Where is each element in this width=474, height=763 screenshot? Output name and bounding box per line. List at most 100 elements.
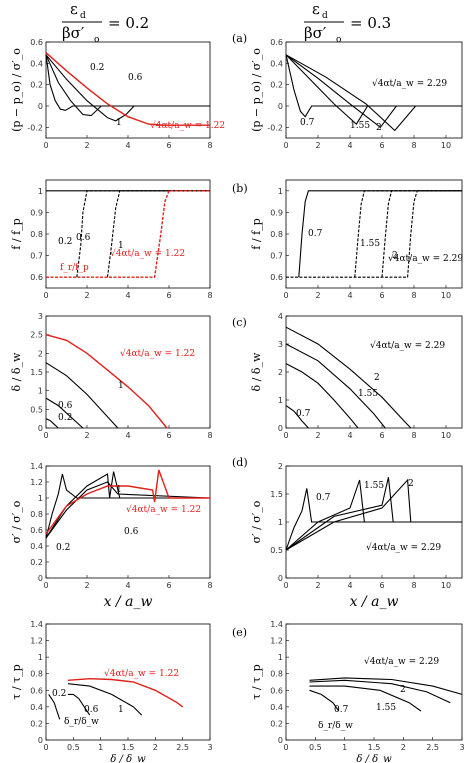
header-right-eq: = 0.3 [350,14,391,32]
series-label: √4αt/a_w = 2.29 [388,253,463,264]
series-line-0 [285,405,309,429]
y-tick-label: 1 [38,653,43,662]
series-label: √4αt/a_w = 2.29 [364,656,439,667]
x-tick-label: 10 [441,431,451,440]
plot-frame [45,315,211,429]
y-tick-label: 1.2 [30,637,43,646]
x-tick-label: 2.5 [426,743,439,752]
y-tick-label: 1 [38,187,43,196]
panel-letter-a: (a) [232,32,247,45]
x-tick-label: 2 [401,743,406,752]
x-tick-label: 0 [43,431,48,440]
chart-c-left: 0 2 4 6 8 0 0.5 1 1.5 2 2.5 3 δ / δ_w 0.2 0.6 1 √4αt/a_w… [10,312,213,440]
header-right-den: βσ′ [304,24,327,42]
series-line-0 [309,689,340,712]
y-tick-label: 0 [278,574,283,583]
x-tick-label: 2 [315,291,320,300]
x-tick-label: 0 [283,743,288,752]
y-tick-label: 0.2 [270,81,283,90]
series-label: √4αt/a_w = 1.22 [150,120,225,131]
y-tick-label: 1.4 [30,620,43,629]
series-line-1 [45,481,211,539]
y-tick-label: 0.4 [30,703,43,712]
y-tick-label: 2 [38,349,43,358]
series-label: 0.7 [296,409,311,419]
x-tick-label: 4 [347,581,352,590]
series-label: √4αt/a_w = 2.29 [372,78,447,89]
header-right-num: ε [312,0,320,18]
y-tick-label: 0.6 [30,526,43,535]
y-axis-label: σ′ / σ′_o [10,500,23,543]
series-label: 0.6 [128,73,143,83]
x-tick-label: 2 [315,141,320,150]
y-tick-label: 0.4 [30,59,43,68]
series-label: √4αt/a_w = 2.29 [366,542,441,553]
y-tick-label: 0.6 [30,273,43,282]
chart-c-right: 0 2 4 6 8 10 0 1 2 3 4 δ / δ_w 0.7 1.55 2 √4αt/a_w = 2.… [250,312,463,440]
y-tick-label: -0.2 [27,123,43,132]
plots-layer: 0 2 4 6 8-0.200.20.40.6(p − p_o) / σ′_o 0.20.… [10,38,465,763]
series-label: 0.7 [334,705,349,715]
x-tick-label: 0 [43,291,48,300]
chart-e-left: 0 0.5 1 1.5 2 2.5 3 0 0.2 0.4 0.6 0.8 1 1.2 1.4 τ / τ_p… [10,620,213,763]
series-label: 0.6 [124,527,139,537]
x-tick-label: 4 [347,141,352,150]
header-left: ε d βσ′ o = 0.2 [62,0,149,45]
panel-letter-b: (b) [232,182,248,195]
y-tick-label: 0.8 [30,670,43,679]
x-tick-label: 2 [315,581,320,590]
y-tick-label: 1.5 [270,490,283,499]
chart-a-left: 0 2 4 6 8-0.200.20.40.6(p − p_o) / σ′_o 0.20.… [10,38,225,150]
header-left-eq: = 0.2 [108,14,149,32]
plot-frame [285,41,463,139]
series-line-1 [354,190,462,278]
series-line-3 [45,334,168,429]
x-tick-label: 4 [125,581,130,590]
y-tick-label: 1 [278,396,283,405]
y-tick-label: 1.4 [270,620,283,629]
y-tick-label: 0.6 [30,686,43,695]
plot-frame [45,465,211,579]
x-tick-label: 6 [379,431,384,440]
y-tick-label: 0.4 [270,59,283,68]
y-tick-label: 0.5 [30,405,43,414]
y-tick-label: 0.4 [270,703,283,712]
series-line-3 [67,677,184,708]
y-tick-label: 1 [38,494,43,503]
series-label: 1 [118,381,124,391]
y-tick-label: 0.5 [270,546,283,555]
y-axis-label: f / f_p [250,218,263,249]
y-tick-label: 1.5 [30,368,43,377]
y-axis-label: δ / δ_w [10,352,23,391]
y-tick-label: 0 [38,424,43,433]
header-left-den-sub: o [94,35,99,45]
x-tick-label: 10 [441,291,451,300]
series-label: 1.55 [350,121,370,131]
x-tick-label: 2 [315,431,320,440]
x-tick-label: 0 [283,291,288,300]
y-tick-label: 2 [278,462,283,471]
series-label: √4αt/a_w = 1.22 [110,248,185,259]
series-line-1 [285,363,359,429]
series-label: 0.2 [58,413,72,423]
x-tick-label: 4 [347,431,352,440]
series-label: 1 [116,485,122,495]
x-axis-label: δ / δ_w [110,754,146,763]
x-tick-label: 3 [459,743,464,752]
y-tick-label: 0.6 [270,686,283,695]
y-tick-label: 0.7 [30,252,43,261]
header-right: ε d βσ′ o = 0.3 [304,0,391,45]
x-tick-label: 8 [207,291,212,300]
y-tick-label: 0.9 [270,208,283,217]
series-label: 0.2 [90,63,104,73]
series-line-2 [67,683,143,716]
series-line-3 [46,190,210,278]
chart-e-right: 0 0.5 1 1.5 2 2.5 3 0 0.2 0.4 0.6 0.8 1 1.2 1.4 τ / τ_p… [250,620,465,763]
series-line-3 [309,677,463,695]
series-label: 1.55 [364,481,384,491]
x-tick-label: 8 [411,431,416,440]
series-line-1 [309,685,422,712]
series-line-3 [285,54,462,132]
x-tick-label: 0 [43,141,48,150]
y-tick-label: 0.7 [270,252,283,261]
